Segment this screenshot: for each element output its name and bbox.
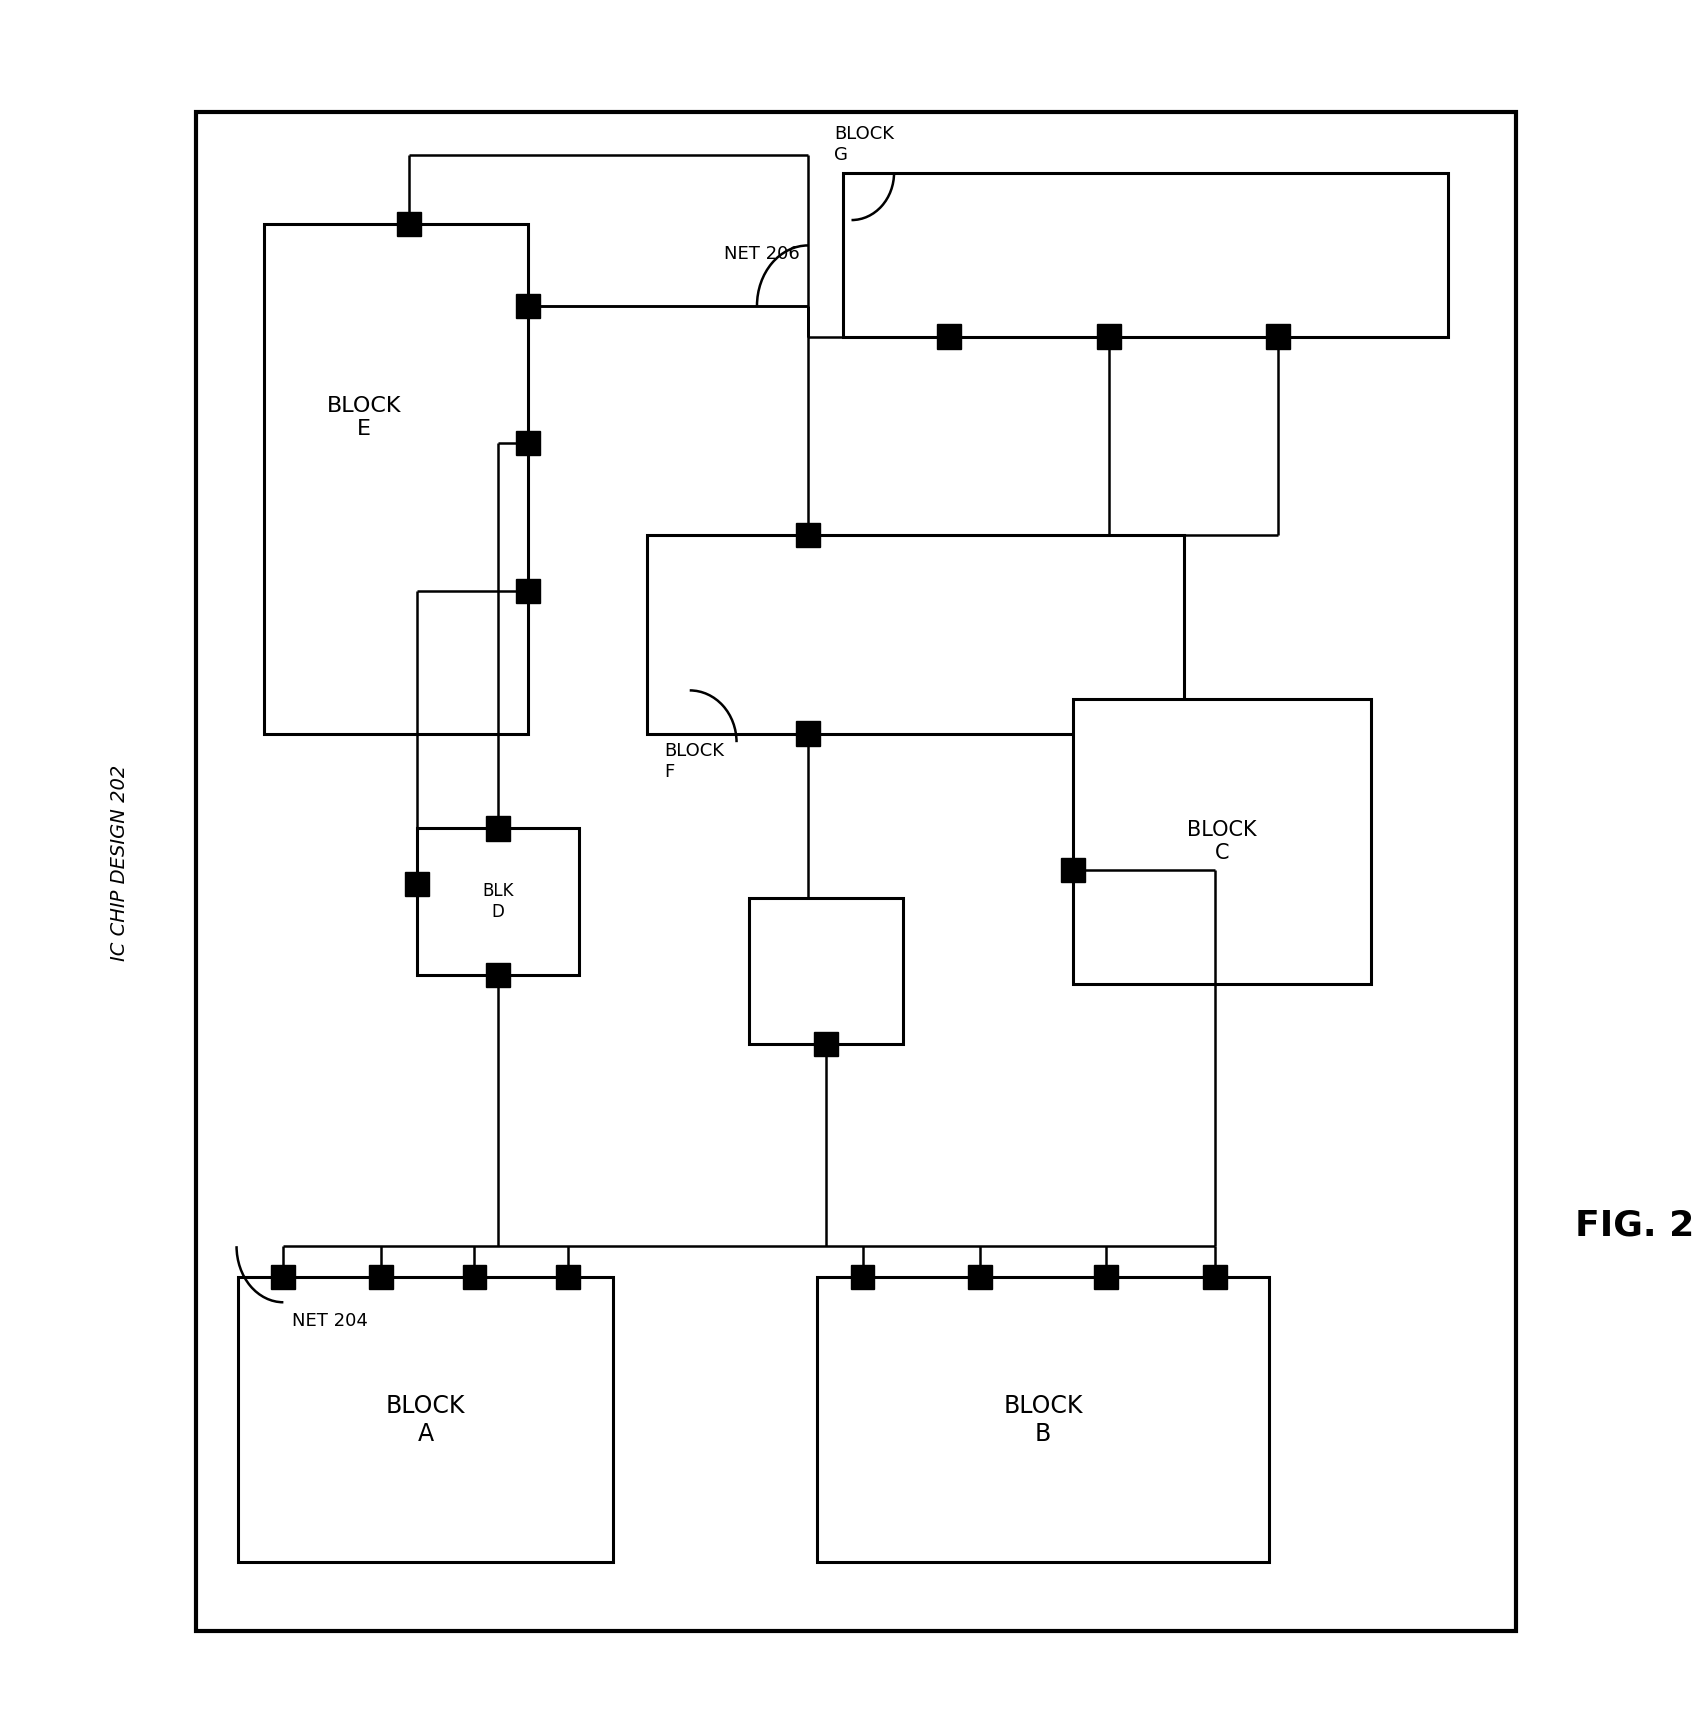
Bar — [196, 112, 1516, 1631]
Bar — [817, 1277, 1269, 1562]
Bar — [797, 721, 821, 746]
Bar — [516, 432, 540, 456]
Text: NET 206: NET 206 — [724, 245, 800, 262]
Text: BLOCK
C: BLOCK C — [1187, 820, 1257, 863]
Bar — [487, 963, 511, 987]
Text: BLOCK
F: BLOCK F — [664, 742, 724, 780]
Bar — [843, 173, 1448, 337]
Bar — [271, 1265, 295, 1289]
Text: NET 204: NET 204 — [291, 1312, 368, 1329]
Bar — [417, 828, 579, 975]
Bar — [1202, 1265, 1226, 1289]
Text: BLOCK
G: BLOCK G — [834, 126, 894, 164]
Text: BLK
D: BLK D — [482, 882, 514, 922]
Bar — [516, 293, 540, 318]
Bar — [397, 212, 421, 236]
Bar — [370, 1265, 393, 1289]
Bar — [487, 816, 511, 841]
Bar — [967, 1265, 991, 1289]
Bar — [463, 1265, 487, 1289]
Bar — [264, 224, 528, 734]
Bar — [1061, 858, 1085, 882]
Text: BLOCK
A: BLOCK A — [387, 1393, 465, 1446]
Bar — [1073, 699, 1371, 984]
Text: IC CHIP DESIGN 202: IC CHIP DESIGN 202 — [109, 765, 129, 961]
Bar — [1095, 1265, 1119, 1289]
Text: BLOCK
B: BLOCK B — [1003, 1393, 1083, 1446]
Bar — [850, 1265, 875, 1289]
Bar — [1267, 324, 1291, 349]
Bar — [557, 1265, 581, 1289]
Text: FIG. 2: FIG. 2 — [1575, 1208, 1694, 1243]
Text: BLOCK
E: BLOCK E — [327, 397, 402, 440]
Bar — [238, 1277, 613, 1562]
Bar — [516, 578, 540, 602]
Bar — [405, 872, 429, 896]
Bar — [647, 535, 1184, 734]
Bar — [749, 898, 903, 1044]
Bar — [814, 1032, 838, 1056]
Bar — [797, 523, 821, 547]
Bar — [937, 324, 960, 349]
Bar — [1097, 324, 1121, 349]
